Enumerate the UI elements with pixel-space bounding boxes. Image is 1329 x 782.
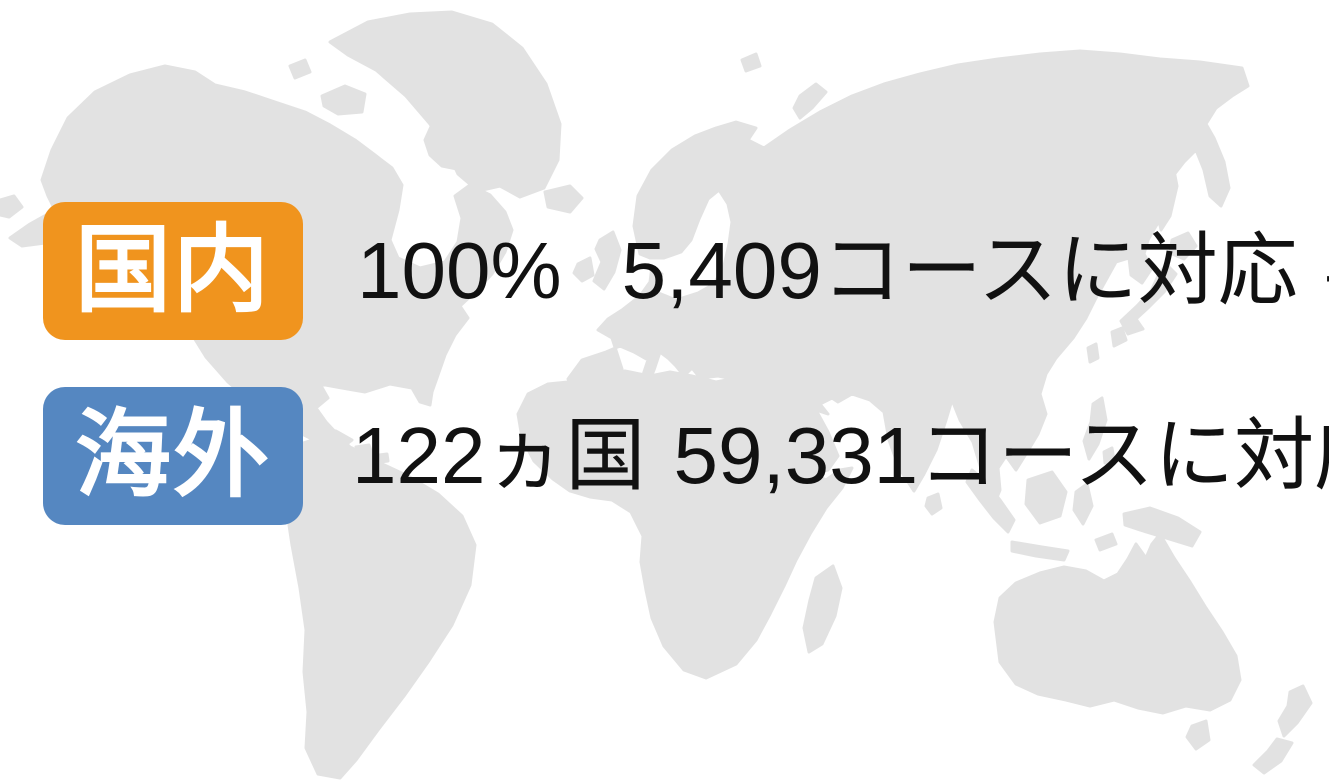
continent-africa <box>516 369 854 680</box>
island-timor <box>1094 532 1118 552</box>
overseas-row: 海外 122ヵ国 59,331コースに対応 <box>43 387 1329 525</box>
domestic-courses-value: 5,409コースに対応 <box>621 226 1298 315</box>
island-kyushu <box>1110 326 1128 348</box>
island-hispaniola <box>354 443 375 460</box>
continent-eurasia <box>566 49 1250 509</box>
island-mindanao <box>1102 446 1116 465</box>
island-nz-north <box>1277 684 1313 738</box>
island-puerto-rico <box>377 452 390 464</box>
continent-south-america <box>284 434 477 780</box>
island-nz-south <box>1252 737 1294 775</box>
island-sakhalin <box>1154 158 1179 232</box>
island-victoria <box>320 84 367 116</box>
island-ireland <box>572 256 595 283</box>
island-honshu <box>1119 262 1178 336</box>
island-java <box>1010 540 1070 562</box>
overseas-badge: 海外 <box>43 387 303 525</box>
island-borneo <box>1024 470 1068 525</box>
island-novaya-zemlya <box>792 82 828 120</box>
domestic-footnote-marker: ※3 <box>1323 258 1329 302</box>
overseas-courses-value: 59,331コースに対応 <box>673 411 1329 500</box>
continent-australia <box>993 532 1242 715</box>
island-left-edge-sliver <box>0 194 24 219</box>
island-sri-lanka <box>924 492 943 516</box>
island-iceland <box>543 184 584 214</box>
island-new-guinea <box>1122 506 1202 548</box>
island-cuba <box>304 426 354 448</box>
island-arctic-dot <box>288 58 312 80</box>
island-philippines <box>1082 396 1108 461</box>
island-greenland <box>328 10 562 199</box>
island-svalbard <box>740 52 762 73</box>
domestic-row: 国内 100% 5,409コースに対応 ※3 <box>43 202 1329 340</box>
overseas-badge-label: 海外 <box>75 402 271 509</box>
island-madagascar <box>802 564 843 654</box>
island-tasmania <box>1185 719 1211 751</box>
island-sumatra <box>965 468 1016 534</box>
domestic-badge: 国内 <box>43 202 303 340</box>
domestic-percent-value: 100% <box>357 226 562 315</box>
domestic-badge-label: 国内 <box>75 217 271 324</box>
overseas-countries-value: 122ヵ国 <box>352 411 646 500</box>
island-taiwan <box>1086 342 1100 364</box>
island-hokkaido <box>1168 231 1198 261</box>
overseas-stats: 122ヵ国 59,331コースに対応 <box>352 416 1329 496</box>
island-sulawesi <box>1072 482 1094 526</box>
island-great-britain <box>592 230 622 291</box>
domestic-stats: 100% 5,409コースに対応 ※3 <box>357 231 1329 311</box>
